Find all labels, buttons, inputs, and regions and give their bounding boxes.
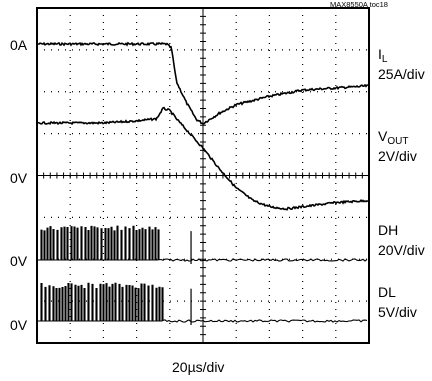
series-vout-name: V [378, 128, 388, 144]
series-scale-dl: 5V/div [378, 304, 417, 320]
series-label-il: IL [378, 46, 388, 65]
trace-vout [37, 106, 369, 211]
x-axis-scale-label: 20µs/div [172, 359, 225, 375]
series-label-dl: DL [378, 284, 396, 300]
left-label-vout-ground: 0V [10, 170, 28, 186]
series-il-sub: L [381, 54, 388, 65]
series-vout-sub: OUT [387, 136, 409, 147]
series-label-vout: VOUT [378, 128, 409, 147]
series-scale-vout: 2V/div [378, 148, 417, 164]
left-label-dh-ground: 0V [10, 253, 28, 269]
left-label-dl-ground: 0V [10, 317, 28, 333]
trace-dl [38, 282, 368, 323]
series-scale-dh: 20V/div [378, 242, 425, 258]
series-scale-il: 25A/div [378, 66, 425, 82]
series-label-dh: DH [378, 222, 399, 238]
series-il-name: I [378, 46, 382, 62]
figure-tag: MAX8550A toc18 [330, 0, 388, 9]
trace-il [37, 41, 369, 125]
left-label-il-ground: 0A [10, 37, 28, 53]
trace-dh [38, 225, 368, 262]
